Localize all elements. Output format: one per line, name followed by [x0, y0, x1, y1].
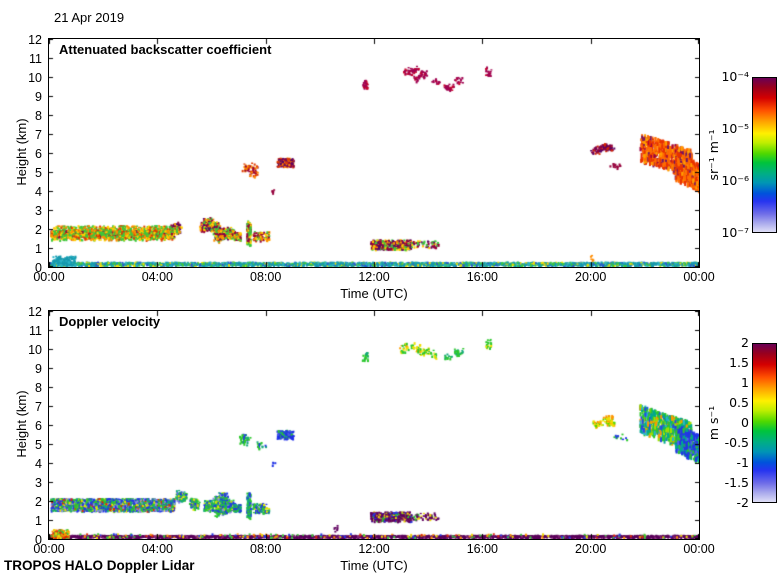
y-tick-label: 12: [28, 305, 42, 319]
colorbar-tick-label: -0.5: [724, 435, 749, 450]
y-tick-label: 7: [35, 400, 42, 414]
instrument-footer-label: TROPOS HALO Doppler Lidar: [4, 558, 195, 573]
x-tick-label: 08:00: [250, 270, 282, 284]
date-label: 21 Apr 2019: [54, 10, 125, 25]
y-tick-label: 0: [35, 261, 42, 275]
y-tick-label: 3: [35, 204, 42, 218]
x-tick-label: 16:00: [466, 542, 498, 556]
backscatter-panel-title: Attenuated backscatter coefficient: [59, 42, 272, 57]
colorbar-tick-label: -1.5: [724, 475, 749, 490]
y-tick-label: 9: [35, 90, 42, 104]
backscatter-plot-canvas: [49, 39, 699, 267]
x-tick-label: 20:00: [575, 542, 607, 556]
colorbar-tick-label: 10⁻⁷: [721, 225, 749, 240]
height-axis-label: Height (km): [14, 118, 29, 186]
y-tick-label: 5: [35, 166, 42, 180]
x-tick-label: 00:00: [683, 542, 715, 556]
colorbar-tick-label: 10⁻⁴: [721, 69, 749, 84]
backscatter-panel: Attenuated backscatter coefficient: [48, 38, 700, 268]
colorbar-tick-label: 1.5: [729, 355, 749, 370]
colorbar-tick-label: -2: [736, 495, 749, 510]
time-axis-label: Time (UTC): [340, 558, 408, 573]
colorbar-tick-label: 10⁻⁶: [721, 173, 749, 188]
y-tick-label: 11: [29, 324, 42, 338]
y-tick-label: 6: [35, 147, 42, 161]
x-tick-label: 08:00: [250, 542, 282, 556]
x-tick-label: 04:00: [141, 542, 173, 556]
y-tick-label: 3: [35, 476, 42, 490]
y-tick-label: 8: [35, 109, 42, 123]
x-tick-label: 04:00: [141, 270, 173, 284]
y-tick-label: 11: [29, 52, 42, 66]
y-tick-label: 2: [35, 223, 42, 237]
colorbar-tick-label: -1: [736, 455, 749, 470]
colorbar-tick-label: 0: [741, 415, 749, 430]
y-tick-label: 9: [35, 362, 42, 376]
y-tick-label: 4: [35, 457, 42, 471]
backscatter-colorbar: [752, 77, 777, 233]
y-tick-label: 12: [28, 33, 42, 47]
y-tick-label: 1: [35, 514, 42, 528]
colorbar-tick-label: 2: [741, 335, 749, 350]
y-tick-label: 1: [35, 242, 42, 256]
x-tick-label: 00:00: [33, 542, 65, 556]
y-tick-label: 4: [35, 185, 42, 199]
doppler-panel: Doppler velocity: [48, 310, 700, 540]
colorbar-tick-label: 10⁻⁵: [721, 121, 749, 136]
y-tick-label: 7: [35, 128, 42, 142]
doppler-plot-canvas: [49, 311, 699, 539]
y-tick-label: 5: [35, 438, 42, 452]
colorbar-tick-label: 0.5: [729, 395, 749, 410]
y-tick-label: 0: [35, 533, 42, 547]
doppler-panel-title: Doppler velocity: [59, 314, 161, 329]
x-tick-label: 20:00: [575, 270, 607, 284]
y-tick-label: 8: [35, 381, 42, 395]
x-tick-label: 00:00: [33, 270, 65, 284]
colorbar-tick-label: 1: [741, 375, 749, 390]
y-tick-label: 10: [28, 343, 42, 357]
height-axis-label: Height (km): [14, 390, 29, 458]
time-axis-label: Time (UTC): [340, 286, 408, 301]
doppler-colorbar: [752, 343, 777, 503]
y-tick-label: 10: [28, 71, 42, 85]
x-tick-label: 00:00: [683, 270, 715, 284]
y-tick-label: 2: [35, 495, 42, 509]
x-tick-label: 12:00: [358, 542, 390, 556]
x-tick-label: 12:00: [358, 270, 390, 284]
x-tick-label: 16:00: [466, 270, 498, 284]
y-tick-label: 6: [35, 419, 42, 433]
